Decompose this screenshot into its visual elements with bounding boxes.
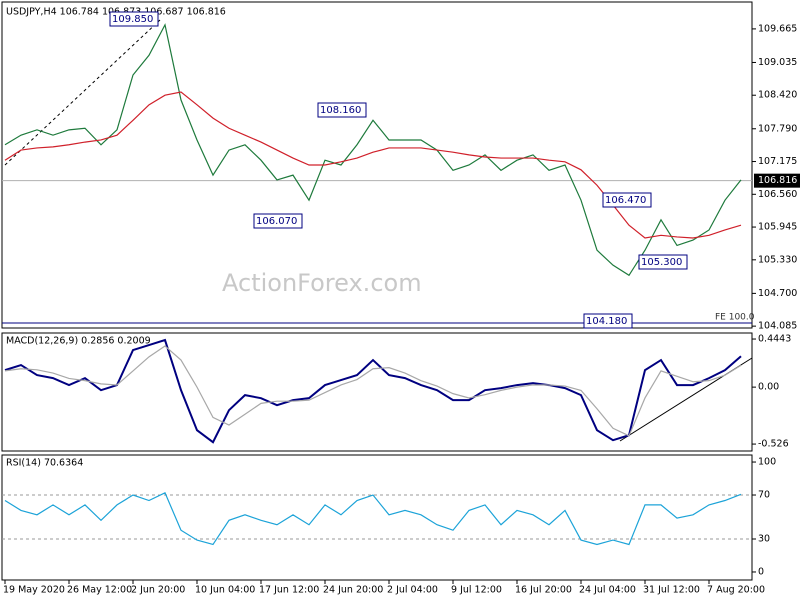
y-tick-label: 0 xyxy=(758,566,764,577)
x-tick-label: 10 Jun 04:00 xyxy=(195,585,255,596)
y-tick-label: 105.330 xyxy=(758,254,797,265)
macd-panel xyxy=(1,332,753,452)
annotation-box xyxy=(602,192,652,208)
x-tick-label: 31 Jul 12:00 xyxy=(643,585,700,596)
x-tick-label: 2 Jul 04:00 xyxy=(387,585,438,596)
y-tick-label: -0.526 xyxy=(758,439,789,450)
series-line xyxy=(4,91,742,239)
annotation: FE 100.0 xyxy=(715,313,755,323)
annotation: 108.160 xyxy=(320,105,361,116)
x-tick-label: 24 Jun 20:00 xyxy=(323,585,383,596)
y-tick-label: 0.00 xyxy=(758,382,779,393)
current-price-box xyxy=(754,173,800,188)
x-tick-label: 24 Jul 04:00 xyxy=(579,585,636,596)
y-tick-label: 70 xyxy=(758,490,770,501)
x-tick-label: 9 Jul 12:00 xyxy=(451,585,502,596)
current-price-label: 106.816 xyxy=(758,175,797,186)
x-tick-label: 7 Aug 20:00 xyxy=(707,585,765,596)
y-tick-label: 109.035 xyxy=(758,57,797,68)
x-tick-label: 17 Jun 12:00 xyxy=(259,585,319,596)
series-line xyxy=(4,338,742,444)
y-tick-label: 106.560 xyxy=(758,189,797,200)
y-tick-label: 100 xyxy=(758,457,776,468)
y-tick-label: 107.175 xyxy=(758,156,797,167)
annotation-box xyxy=(253,213,303,229)
rsi-title: RSI(14) 70.6364 xyxy=(6,458,83,469)
series-line xyxy=(4,23,742,277)
macd-title: MACD(12,26,9) 0.2856 0.2009 xyxy=(6,336,151,347)
series-line xyxy=(4,492,742,546)
annotation-box xyxy=(317,102,367,118)
annotation: 106.470 xyxy=(605,195,646,206)
y-tick-label: 104.085 xyxy=(758,321,797,332)
annotation: 106.070 xyxy=(256,216,297,227)
x-tick-label: 26 May 12:00 xyxy=(67,585,132,596)
annotation: 104.180 xyxy=(586,316,627,327)
x-tick-label: 2 Jun 20:00 xyxy=(131,585,185,596)
annotation-box xyxy=(109,11,159,27)
rsi-panel xyxy=(1,454,753,581)
y-tick-label: 108.420 xyxy=(758,90,797,101)
annotation-box xyxy=(638,254,688,270)
y-tick-label: 107.790 xyxy=(758,123,797,134)
series-line xyxy=(4,345,742,437)
x-tick-label: 16 Jul 20:00 xyxy=(515,585,572,596)
annotation: 105.300 xyxy=(641,257,682,268)
x-tick-label: 19 May 2020 xyxy=(3,585,65,596)
watermark: ActionForex.com xyxy=(222,269,422,297)
annotation: 109.850 xyxy=(112,14,153,25)
y-tick-label: 105.945 xyxy=(758,222,797,233)
y-tick-label: 109.665 xyxy=(758,23,797,34)
y-tick-label: 0.4443 xyxy=(758,334,791,345)
trend-line xyxy=(4,19,161,166)
y-tick-label: 104.700 xyxy=(758,288,797,299)
annotation-box xyxy=(583,313,633,329)
y-tick-label: 30 xyxy=(758,533,770,544)
